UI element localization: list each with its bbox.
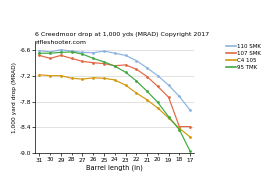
110 SMK xyxy=(156,75,159,77)
Text: 6 Creedmoor drop at 1,000 yds (MRAD) Copyright 2017: 6 Creedmoor drop at 1,000 yds (MRAD) Cop… xyxy=(35,32,209,37)
107 SMK xyxy=(188,125,192,128)
110 SMK xyxy=(59,49,63,51)
107 SMK xyxy=(70,57,73,59)
95 TMK xyxy=(113,65,116,67)
95 TMK xyxy=(49,52,52,54)
Y-axis label: 1,000 yard drop (MRAD): 1,000 yard drop (MRAD) xyxy=(12,62,17,133)
C4 105 xyxy=(188,136,192,138)
C4 105 xyxy=(81,78,84,80)
Line: 107 SMK: 107 SMK xyxy=(39,55,191,127)
C4 105 xyxy=(156,107,159,109)
107 SMK xyxy=(124,64,127,66)
C4 105 xyxy=(146,99,149,101)
95 TMK xyxy=(135,80,138,82)
C4 105 xyxy=(59,75,63,77)
107 SMK xyxy=(59,54,63,56)
110 SMK xyxy=(81,51,84,53)
95 TMK xyxy=(178,128,181,131)
107 SMK xyxy=(92,62,95,64)
C4 105 xyxy=(70,77,73,79)
95 TMK xyxy=(81,53,84,55)
95 TMK xyxy=(156,101,159,104)
95 TMK xyxy=(167,116,170,118)
Text: rifleshooter.com: rifleshooter.com xyxy=(35,40,86,45)
C4 105 xyxy=(124,84,127,86)
110 SMK xyxy=(49,51,52,53)
107 SMK xyxy=(135,68,138,70)
110 SMK xyxy=(135,59,138,62)
110 SMK xyxy=(38,50,41,52)
Line: 110 SMK: 110 SMK xyxy=(39,49,191,111)
107 SMK xyxy=(167,96,170,98)
110 SMK xyxy=(178,95,181,97)
107 SMK xyxy=(102,62,106,65)
95 TMK xyxy=(146,90,149,92)
C4 105 xyxy=(167,117,170,119)
110 SMK xyxy=(92,52,95,54)
95 TMK xyxy=(92,57,95,59)
107 SMK xyxy=(81,60,84,62)
110 SMK xyxy=(70,50,73,52)
107 SMK xyxy=(146,75,149,78)
110 SMK xyxy=(113,52,116,54)
C4 105 xyxy=(135,92,138,94)
C4 105 xyxy=(113,79,116,81)
95 TMK xyxy=(70,51,73,53)
107 SMK xyxy=(156,85,159,88)
C4 105 xyxy=(178,127,181,129)
107 SMK xyxy=(178,125,181,128)
C4 105 xyxy=(49,75,52,77)
Legend: 110 SMK, 107 SMK, C4 105, 95 TMK: 110 SMK, 107 SMK, C4 105, 95 TMK xyxy=(223,42,263,72)
Line: C4 105: C4 105 xyxy=(39,74,191,138)
110 SMK xyxy=(188,109,192,111)
95 TMK xyxy=(38,52,41,54)
110 SMK xyxy=(102,50,106,52)
C4 105 xyxy=(102,77,106,79)
107 SMK xyxy=(113,65,116,67)
Line: 95 TMK: 95 TMK xyxy=(39,51,191,152)
C4 105 xyxy=(38,74,41,76)
95 TMK xyxy=(124,71,127,73)
95 TMK xyxy=(59,51,63,53)
110 SMK xyxy=(146,67,149,69)
107 SMK xyxy=(38,54,41,56)
110 SMK xyxy=(167,84,170,86)
110 SMK xyxy=(124,54,127,56)
X-axis label: Barrel length (in): Barrel length (in) xyxy=(86,165,143,171)
107 SMK xyxy=(49,57,52,59)
C4 105 xyxy=(92,77,95,79)
95 TMK xyxy=(102,61,106,63)
95 TMK xyxy=(188,150,192,152)
